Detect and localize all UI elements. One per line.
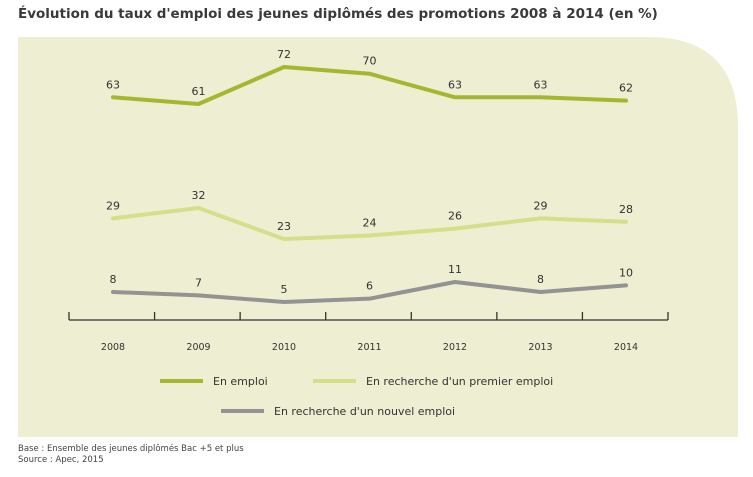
x-tick-label: 2014 <box>614 342 638 353</box>
series-line-nouvel-emploi <box>111 280 628 304</box>
x-tick-label: 2009 <box>186 342 210 353</box>
x-tick-label: 2012 <box>443 342 467 353</box>
x-tick-label: 2008 <box>101 342 125 353</box>
data-label: 11 <box>448 263 462 276</box>
data-label: 6 <box>366 280 373 293</box>
data-label: 8 <box>110 273 117 286</box>
x-tick-label: 2010 <box>272 342 296 353</box>
legend: En emploi En recherche d'un premier emplo… <box>160 375 553 418</box>
legend-label-nouvel-emploi: En recherche d'un nouvel emploi <box>274 405 455 418</box>
series-line-premier-emploi <box>111 206 628 241</box>
data-label: 32 <box>192 189 206 202</box>
chart-title: Évolution du taux d'emploi des jeunes di… <box>18 6 658 22</box>
data-label: 26 <box>448 210 462 223</box>
data-label: 70 <box>363 55 377 68</box>
data-label: 29 <box>106 199 120 212</box>
data-label: 62 <box>619 82 633 95</box>
data-label: 63 <box>534 78 548 91</box>
data-label: 8 <box>537 273 544 286</box>
data-label: 72 <box>277 48 291 61</box>
x-tick-label: 2011 <box>357 342 381 353</box>
data-label: 63 <box>448 78 462 91</box>
x-tick-label: 2013 <box>528 342 552 353</box>
footnote-base: Base : Ensemble des jeunes diplômés Bac … <box>18 444 244 454</box>
data-label: 28 <box>619 203 633 216</box>
footnote-source: Source : Apec, 2015 <box>18 455 104 465</box>
series-line-en-emploi <box>111 65 628 106</box>
data-label: 29 <box>534 199 548 212</box>
data-label: 7 <box>195 276 202 289</box>
data-label: 23 <box>277 220 291 233</box>
data-label: 61 <box>192 85 206 98</box>
legend-label-premier-emploi: En recherche d'un premier emploi <box>366 375 553 388</box>
data-labels: 63 61 72 70 63 63 62 29 32 23 24 26 29 28 8 7 5 6 11 8 10 <box>106 48 633 296</box>
chart-panel <box>18 37 738 437</box>
data-label: 10 <box>619 266 633 279</box>
data-label: 24 <box>363 217 377 230</box>
x-axis: 2008 2009 2010 2011 2012 2013 2014 <box>68 312 669 353</box>
legend-label-en-emploi: En emploi <box>213 375 268 388</box>
data-label: 63 <box>106 78 120 91</box>
data-label: 5 <box>281 283 288 296</box>
series-lines <box>111 65 628 304</box>
